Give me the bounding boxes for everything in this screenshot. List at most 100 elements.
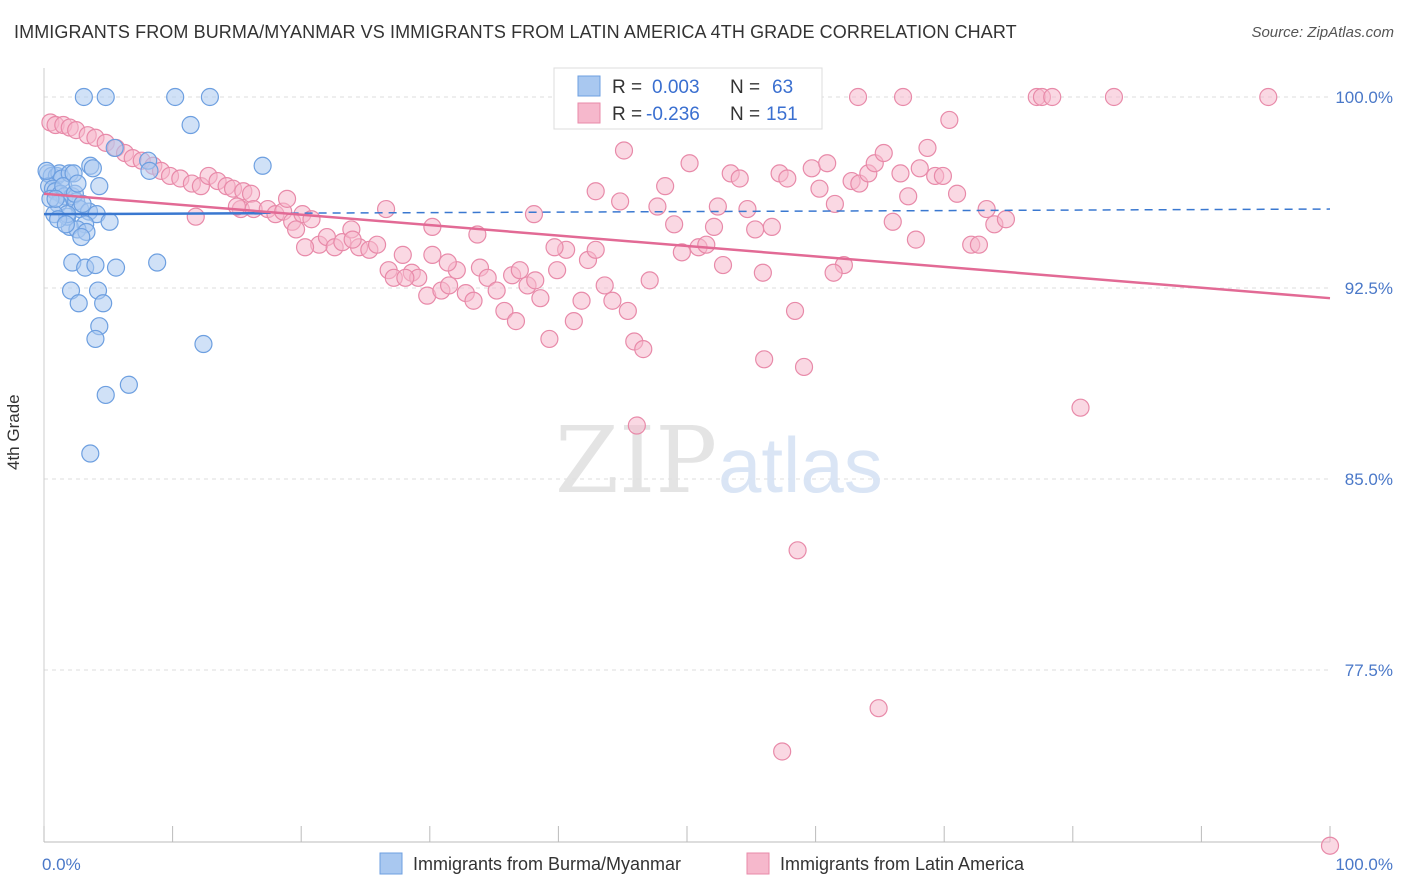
data-point [295, 238, 315, 257]
data-point [119, 375, 138, 394]
data-point [286, 220, 306, 239]
data-point [603, 291, 622, 310]
data-point [74, 87, 93, 107]
data-point [96, 87, 115, 107]
data-point [277, 189, 297, 208]
data-point [506, 312, 526, 331]
data-point [540, 329, 559, 349]
data-point [1104, 87, 1124, 107]
data-point [181, 115, 200, 135]
y-tick-label: 77.5% [1345, 661, 1393, 680]
data-point [367, 235, 387, 254]
data-point [148, 253, 167, 272]
data-point [899, 187, 918, 206]
data-point [708, 197, 727, 216]
watermark: ZIP atlas [555, 407, 883, 514]
x-tick-label: 100.0% [1335, 855, 1393, 874]
data-point [69, 294, 88, 313]
data-point [524, 205, 544, 224]
data-point [969, 235, 989, 254]
data-point [940, 110, 959, 130]
data-point [824, 263, 843, 282]
legend-label-burma: Immigrants from Burma/Myanmar [413, 854, 681, 874]
data-point [439, 276, 459, 295]
data-point [906, 230, 926, 249]
data-point [186, 207, 205, 226]
data-point [396, 268, 415, 287]
data-point [891, 164, 910, 183]
data-point [495, 301, 514, 321]
data-point [869, 699, 888, 718]
legend-r-value: 0.003 [652, 77, 700, 98]
y-tick-label: 85.0% [1345, 470, 1393, 489]
data-point [531, 289, 550, 308]
data-point [825, 194, 844, 214]
data-point [72, 227, 91, 247]
data-point [94, 294, 113, 313]
data-point [96, 385, 115, 405]
legend-r-label: R = [612, 104, 642, 125]
data-point [738, 199, 757, 219]
y-tick-label: 92.5% [1345, 279, 1393, 298]
series-burma [37, 87, 272, 463]
legend-swatch-latin-america [746, 852, 770, 875]
data-point [680, 154, 699, 173]
data-point [788, 541, 807, 560]
legend-r-label: R = [612, 77, 642, 98]
legend-swatch-blue [577, 75, 601, 97]
source-label: Source: ZipAtlas.com [1251, 24, 1394, 41]
legend-n-value: 151 [766, 104, 798, 125]
chart-title: IMMIGRANTS FROM BURMA/MYANMAR VS IMMIGRA… [14, 22, 1017, 42]
data-point [874, 143, 893, 163]
data-point [595, 276, 614, 295]
data-point [526, 271, 545, 290]
data-point [753, 263, 772, 282]
legend-swatch-burma [379, 852, 403, 875]
data-point [140, 161, 159, 180]
data-point [83, 159, 102, 178]
data-point [200, 87, 219, 107]
data-point [704, 217, 724, 236]
legend-stats: R = 0.003 N = 63 R = -0.236 N = 151 [553, 67, 823, 130]
trend-line-burma [43, 212, 263, 216]
data-point [848, 87, 868, 107]
data-point [746, 220, 765, 239]
data-point [487, 281, 506, 300]
data-point [86, 329, 105, 349]
data-point [1071, 398, 1090, 417]
data-point [464, 291, 483, 310]
data-point [656, 177, 675, 196]
data-point [343, 230, 362, 249]
data-point [1043, 87, 1062, 107]
data-point [802, 159, 821, 178]
legend-label-latin-america: Immigrants from Latin America [780, 854, 1025, 874]
legend-swatch-pink [577, 102, 601, 124]
data-point [478, 268, 497, 287]
data-point [794, 357, 814, 377]
trend-lines [43, 192, 1331, 300]
y-tick-label: 100.0% [1335, 88, 1393, 107]
legend-r-value: -0.236 [646, 104, 700, 125]
data-point [438, 253, 457, 272]
legend-n-value: 63 [772, 77, 793, 98]
data-point [548, 261, 567, 280]
data-point [947, 184, 967, 203]
data-point [564, 312, 583, 331]
data-point [697, 235, 716, 254]
x-tick-labels: 0.0% 100.0% [42, 855, 1393, 874]
data-point [773, 742, 792, 761]
data-point [648, 197, 667, 216]
data-point [614, 141, 634, 160]
data-point [810, 179, 829, 198]
y-tick-labels: 100.0% 92.5% 85.0% 77.5% [1335, 88, 1393, 680]
data-point [81, 444, 100, 463]
data-point [618, 301, 637, 321]
data-point [634, 340, 653, 359]
data-point [730, 169, 749, 188]
data-point [545, 238, 564, 257]
data-point [713, 255, 733, 275]
data-point [90, 177, 109, 196]
data-point [996, 210, 1016, 229]
data-point [56, 215, 75, 234]
